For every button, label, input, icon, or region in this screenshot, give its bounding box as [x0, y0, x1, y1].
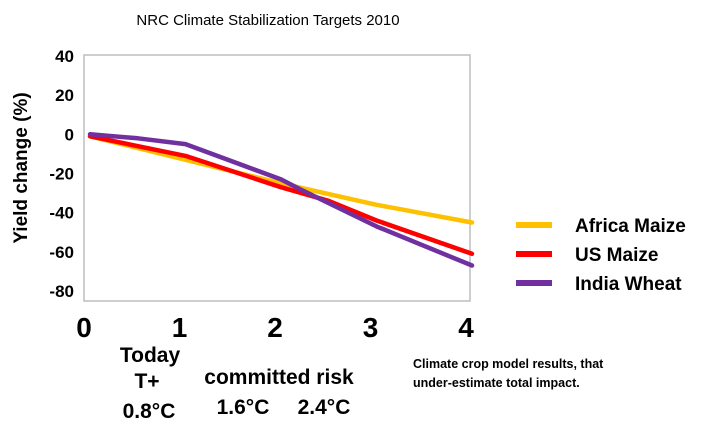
y-tick-label: -60: [49, 243, 74, 262]
legend-label: US Maize: [575, 245, 658, 266]
x-tick-label: 2: [267, 312, 283, 343]
x-ticks: 0 1 2 3 4: [76, 312, 474, 343]
y-tick-label: -20: [49, 165, 74, 184]
x-tick-label: 4: [458, 312, 474, 343]
y-tick-label: 40: [55, 47, 74, 66]
chart-title: NRC Climate Stabilization Targets 2010: [136, 12, 399, 29]
annotation-committed-temp: 1.6°C: [217, 396, 270, 419]
y-tick-label: 20: [55, 86, 74, 105]
annotation-risk-temp: 2.4°C: [298, 396, 351, 419]
series-line-india-wheat: [87, 132, 475, 268]
note-line-2: under-estimate total impact.: [413, 376, 580, 390]
x-tick-label: 3: [363, 312, 379, 343]
annotation-today: Today: [120, 344, 181, 367]
series-line-us-maize: [87, 134, 475, 257]
annotations: Today T+ 0.8°C committed risk 1.6°C 2.4°…: [120, 344, 604, 423]
series-lines: [87, 132, 475, 268]
legend-label: Africa Maize: [575, 216, 686, 237]
y-tick-label: -80: [49, 282, 74, 301]
x-tick-label: 1: [172, 312, 188, 343]
annotation-tplus: T+: [134, 370, 159, 393]
annotation-committed-risk: committed risk: [204, 366, 354, 389]
note-line-1: Climate crop model results, that: [413, 357, 604, 371]
annotation-today-temp: 0.8°C: [123, 400, 176, 423]
series-line-africa-maize: [87, 134, 475, 225]
legend: Africa Maize US Maize India Wheat: [516, 216, 686, 295]
y-ticks: 40 20 0 -20 -40 -60 -80: [49, 47, 74, 301]
y-axis-label: Yield change (%): [11, 92, 32, 243]
legend-label: India Wheat: [575, 274, 682, 295]
plot-area: 40 20 0 -20 -40 -60 -80 0 1 2 3 4: [49, 47, 475, 343]
y-tick-label: 0: [65, 125, 74, 144]
x-tick-label: 0: [76, 312, 92, 343]
y-tick-label: -40: [49, 204, 74, 223]
